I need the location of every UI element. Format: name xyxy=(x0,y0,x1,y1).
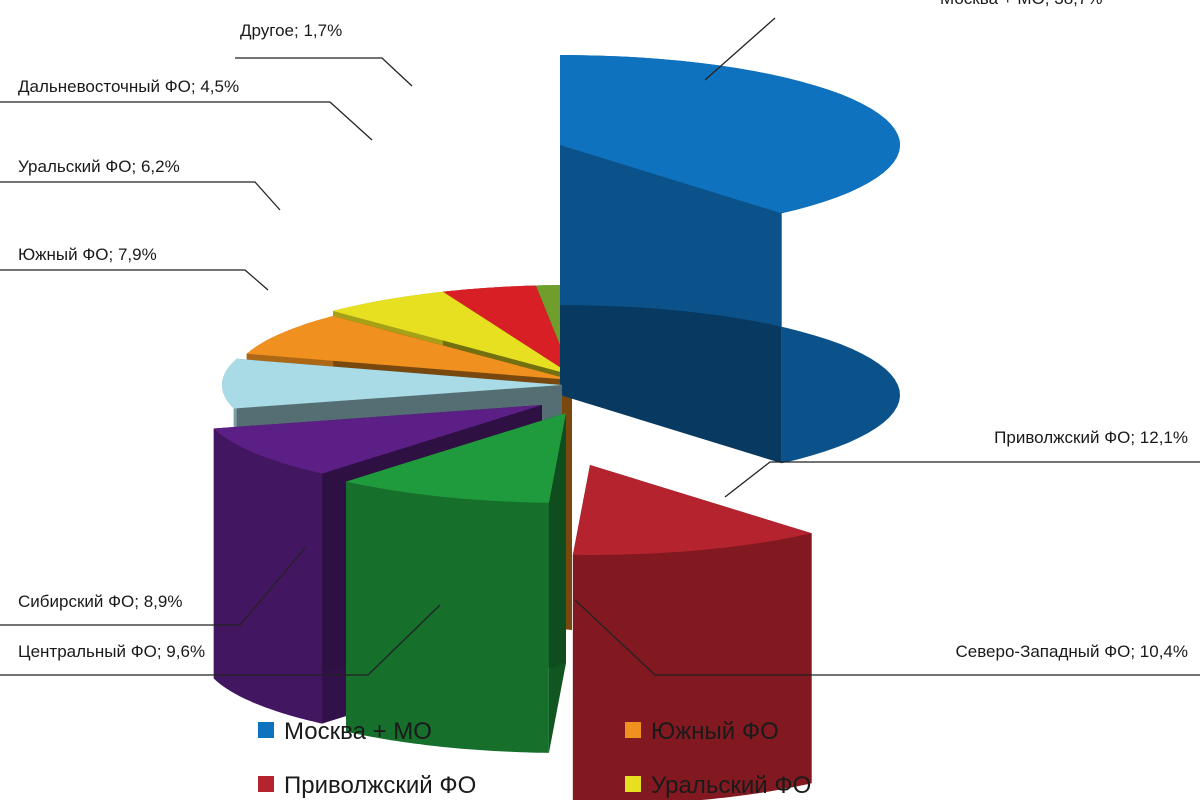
leader-line xyxy=(0,101,373,141)
legend-label: Уральский ФО xyxy=(651,772,811,799)
data-label-уральский-фо: Уральский ФО; 6,2% xyxy=(0,157,281,211)
legend: Москва + МО Южный ФО Приволжский ФО Уральск… xyxy=(258,718,811,799)
data-labels: Москва + МО; 38,7% Приволжский ФО; 12,1% С… xyxy=(0,0,1200,676)
data-label-text: Центральный ФО; 9,6% xyxy=(18,642,205,661)
leader-line xyxy=(0,269,269,291)
data-label-text: Приволжский ФО; 12,1% xyxy=(994,428,1188,447)
legend-item-южный-фо: Южный ФО xyxy=(625,718,779,745)
legend-label: Приволжский ФО xyxy=(284,772,476,799)
slice-wall xyxy=(572,533,812,800)
leader-line xyxy=(0,604,441,676)
legend-item-уральский-фо: Уральский ФО xyxy=(625,772,811,799)
legend-swatch xyxy=(625,722,641,738)
slice-top xyxy=(560,55,900,214)
data-label-text: Москва + МО; 38,7% xyxy=(940,0,1102,8)
slice-top xyxy=(222,358,562,409)
data-label-text: Сибирский ФО; 8,9% xyxy=(18,592,182,611)
data-label-южный-фо: Южный ФО; 7,9% xyxy=(0,245,269,291)
legend-swatch xyxy=(258,776,274,792)
slice-wall xyxy=(213,428,322,724)
data-label-сибирский-фо: Сибирский ФО; 8,9% xyxy=(0,547,306,626)
data-label-text: Южный ФО; 7,9% xyxy=(18,245,157,264)
slice-москва-мо xyxy=(560,55,900,464)
leader-line xyxy=(574,599,1200,676)
legend-swatch xyxy=(625,776,641,792)
leader-line xyxy=(704,17,776,81)
data-label-северо-западный-фо: Северо-Западный ФО; 10,4% xyxy=(574,599,1200,676)
slice-wall xyxy=(346,481,549,753)
leader-line xyxy=(0,181,281,211)
slice-top xyxy=(333,291,572,375)
data-label-дальневосточный-фо: Дальневосточный ФО; 4,5% xyxy=(0,77,373,141)
data-label-москва-мо: Москва + МО; 38,7% xyxy=(704,0,1102,81)
slice-приволжский-фо xyxy=(572,465,812,800)
slice-северо-западный-фо xyxy=(346,413,566,753)
data-label-приволжский-фо: Приволжский ФО; 12,1% xyxy=(724,428,1200,498)
legend-item-приволжский-фо: Приволжский ФО xyxy=(258,772,476,799)
legend-label: Москва + МО xyxy=(284,718,432,745)
data-label-text: Северо-Западный ФО; 10,4% xyxy=(955,642,1188,661)
legend-item-москва-мо: Москва + МО xyxy=(258,718,432,745)
legend-label: Южный ФО xyxy=(651,718,779,745)
leader-line xyxy=(0,547,306,626)
data-label-text: Уральский ФО; 6,2% xyxy=(18,157,180,176)
data-label-text: Другое; 1,7% xyxy=(240,21,342,40)
slice-top xyxy=(572,465,812,555)
data-label-другое: Другое; 1,7% xyxy=(235,21,413,87)
slice-top xyxy=(213,405,543,474)
data-label-центральный-фо: Центральный ФО; 9,6% xyxy=(0,604,441,676)
slice-top xyxy=(346,413,566,503)
legend-swatch xyxy=(258,722,274,738)
slice-top xyxy=(246,316,572,380)
data-label-text: Дальневосточный ФО; 4,5% xyxy=(18,77,239,96)
leader-line xyxy=(235,57,413,87)
slice-top xyxy=(442,285,572,375)
pie-slices xyxy=(213,55,900,800)
leader-line xyxy=(724,461,1200,498)
